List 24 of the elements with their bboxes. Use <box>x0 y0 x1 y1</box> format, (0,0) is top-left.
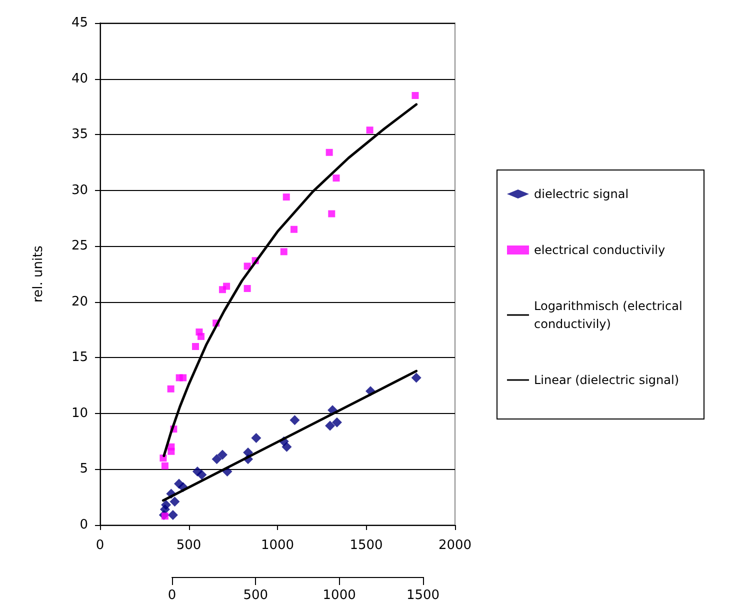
y-axis-title: rel. units <box>31 245 46 302</box>
y-tick-label: 15 <box>71 350 88 366</box>
y-tick-label: 45 <box>71 16 88 30</box>
legend-label: Logarithmisch (electrical conductivily) <box>534 299 686 331</box>
y-tick-label: 20 <box>71 294 88 310</box>
y-tick-label: 25 <box>71 238 88 254</box>
y-tick-label: 40 <box>71 71 88 86</box>
x-tick-label: 0 <box>96 538 104 553</box>
x-tick-label: 1500 <box>350 538 383 553</box>
y-tick-label: 10 <box>71 406 88 421</box>
x-tick-label: 2000 <box>438 538 472 553</box>
x2-tick-label: 0 <box>168 588 176 603</box>
legend-label: electrical conductivily <box>534 243 666 257</box>
legend-label: Linear (dielectric signal) <box>534 373 680 387</box>
y-tick-label: 0 <box>80 518 88 532</box>
x2-tick-label: 500 <box>243 588 268 603</box>
legend-label: dielectric signal <box>534 187 629 201</box>
y-tick-label: 35 <box>71 127 88 142</box>
y-tick-label: 5 <box>80 462 88 477</box>
x-tick-label: 1000 <box>260 538 294 553</box>
x2-tick-label: 1000 <box>322 588 356 603</box>
x-tick-label: 500 <box>176 538 202 553</box>
y-tick-label: 30 <box>71 182 88 198</box>
x2-tick-label: 1500 <box>406 588 440 603</box>
